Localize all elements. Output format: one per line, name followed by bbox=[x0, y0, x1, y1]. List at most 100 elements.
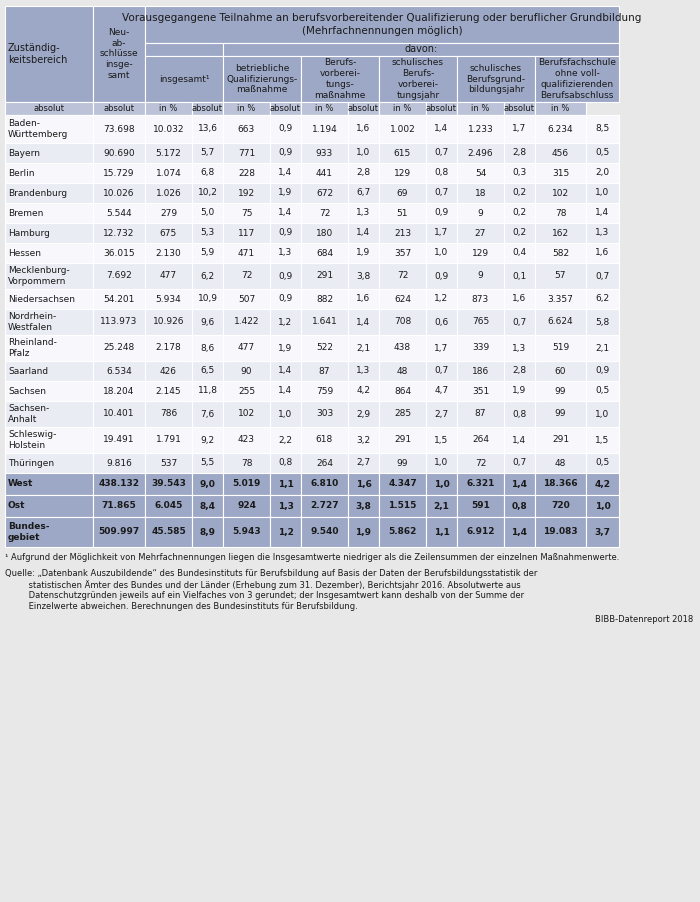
Bar bbox=[457, 203, 504, 223]
Text: 117: 117 bbox=[238, 228, 255, 237]
Text: absolut: absolut bbox=[504, 104, 535, 113]
Bar bbox=[586, 309, 619, 335]
Bar bbox=[348, 263, 379, 289]
Bar bbox=[535, 427, 586, 453]
Bar bbox=[192, 309, 223, 335]
Bar bbox=[5, 335, 93, 361]
Bar bbox=[348, 143, 379, 163]
Text: 1,4: 1,4 bbox=[279, 208, 293, 217]
Text: 1,4: 1,4 bbox=[435, 124, 449, 133]
Bar bbox=[426, 335, 457, 361]
Bar bbox=[223, 473, 270, 495]
Text: 113.973: 113.973 bbox=[100, 318, 138, 327]
Text: 0,4: 0,4 bbox=[512, 248, 526, 257]
Bar bbox=[145, 473, 192, 495]
Text: 3,2: 3,2 bbox=[356, 436, 370, 445]
Bar bbox=[348, 183, 379, 203]
Text: 5.544: 5.544 bbox=[106, 208, 132, 217]
Text: 2,7: 2,7 bbox=[435, 410, 449, 419]
Bar bbox=[145, 495, 192, 517]
Text: 129: 129 bbox=[472, 248, 489, 257]
Bar bbox=[93, 102, 145, 115]
Bar bbox=[5, 401, 93, 427]
Bar bbox=[5, 517, 93, 547]
Text: 0,6: 0,6 bbox=[435, 318, 449, 327]
Bar bbox=[223, 289, 270, 309]
Text: 5.172: 5.172 bbox=[155, 149, 181, 158]
Bar bbox=[301, 143, 348, 163]
Text: insgesamt¹: insgesamt¹ bbox=[159, 75, 209, 84]
Bar bbox=[348, 517, 379, 547]
Bar bbox=[145, 43, 223, 56]
Bar bbox=[5, 143, 93, 163]
Bar bbox=[93, 495, 145, 517]
Text: 0,2: 0,2 bbox=[512, 228, 526, 237]
Text: 10,2: 10,2 bbox=[197, 189, 218, 198]
Bar bbox=[192, 163, 223, 183]
Text: 1.641: 1.641 bbox=[312, 318, 337, 327]
Text: 771: 771 bbox=[238, 149, 255, 158]
Bar bbox=[504, 381, 535, 401]
Bar bbox=[379, 473, 426, 495]
Bar bbox=[223, 203, 270, 223]
Bar bbox=[192, 473, 223, 495]
Bar bbox=[348, 223, 379, 243]
Bar bbox=[586, 361, 619, 381]
Text: 8,6: 8,6 bbox=[200, 344, 215, 353]
Bar bbox=[348, 427, 379, 453]
Text: Berufs-
vorberei-
tungs-
maßnahme: Berufs- vorberei- tungs- maßnahme bbox=[314, 59, 365, 99]
Text: 60: 60 bbox=[554, 366, 566, 375]
Text: 0,8: 0,8 bbox=[435, 169, 449, 178]
Text: 882: 882 bbox=[316, 294, 333, 303]
Bar bbox=[93, 335, 145, 361]
Bar bbox=[192, 289, 223, 309]
Bar bbox=[504, 163, 535, 183]
Text: 72: 72 bbox=[475, 458, 486, 467]
Text: absolut: absolut bbox=[270, 104, 301, 113]
Bar bbox=[301, 427, 348, 453]
Bar bbox=[93, 517, 145, 547]
Text: 615: 615 bbox=[394, 149, 411, 158]
Text: 477: 477 bbox=[238, 344, 255, 353]
Bar bbox=[379, 309, 426, 335]
Bar bbox=[145, 115, 192, 143]
Text: 0,1: 0,1 bbox=[512, 272, 526, 281]
Bar bbox=[5, 381, 93, 401]
Text: 1,5: 1,5 bbox=[596, 436, 610, 445]
Bar bbox=[93, 115, 145, 143]
Text: 3.357: 3.357 bbox=[547, 294, 573, 303]
Text: 2.130: 2.130 bbox=[155, 248, 181, 257]
Text: 1,6: 1,6 bbox=[356, 480, 372, 489]
Bar bbox=[348, 243, 379, 263]
Text: 9: 9 bbox=[477, 272, 484, 281]
Bar bbox=[223, 102, 270, 115]
Bar bbox=[426, 473, 457, 495]
Bar bbox=[535, 102, 586, 115]
Bar bbox=[301, 102, 348, 115]
Bar bbox=[93, 309, 145, 335]
Text: 3,8: 3,8 bbox=[356, 272, 370, 281]
Bar bbox=[586, 427, 619, 453]
Bar bbox=[5, 427, 93, 453]
Text: 18.204: 18.204 bbox=[104, 386, 134, 395]
Text: 186: 186 bbox=[472, 366, 489, 375]
Bar bbox=[192, 263, 223, 289]
Text: 6,2: 6,2 bbox=[596, 294, 610, 303]
Bar bbox=[270, 401, 301, 427]
Bar bbox=[145, 401, 192, 427]
Bar bbox=[192, 381, 223, 401]
Bar bbox=[192, 203, 223, 223]
Text: 1,3: 1,3 bbox=[596, 228, 610, 237]
Bar bbox=[504, 289, 535, 309]
Text: 5,3: 5,3 bbox=[200, 228, 215, 237]
Text: 1,3: 1,3 bbox=[512, 344, 526, 353]
Text: 456: 456 bbox=[552, 149, 569, 158]
Text: 2,1: 2,1 bbox=[356, 344, 370, 353]
Text: 255: 255 bbox=[238, 386, 255, 395]
Bar bbox=[535, 453, 586, 473]
Bar bbox=[348, 401, 379, 427]
Text: 72: 72 bbox=[397, 272, 408, 281]
Text: 0,5: 0,5 bbox=[596, 386, 610, 395]
Bar bbox=[457, 517, 504, 547]
Text: 1,3: 1,3 bbox=[356, 366, 370, 375]
